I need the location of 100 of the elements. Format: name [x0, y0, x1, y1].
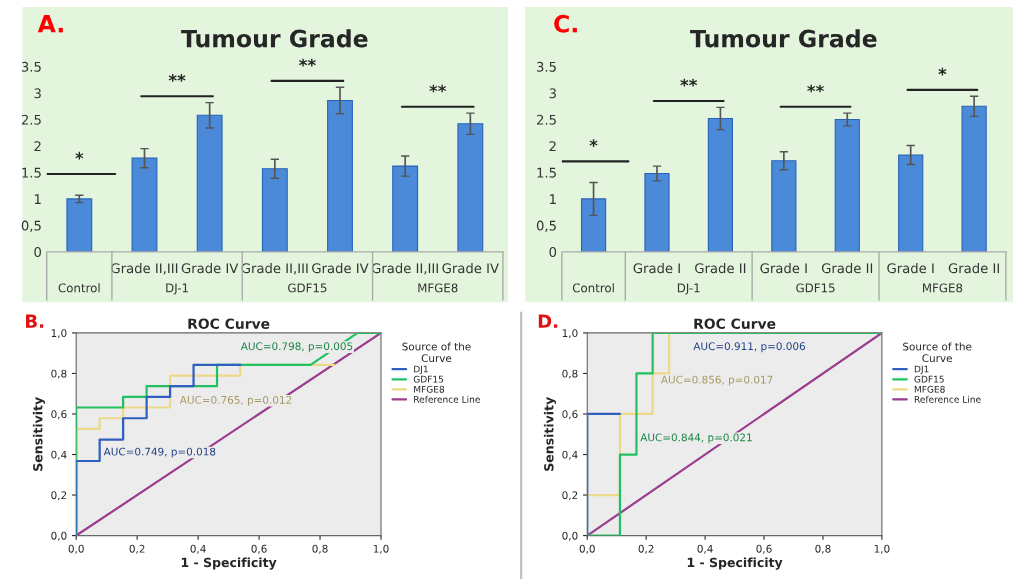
legend-label: DJ1 — [414, 365, 428, 375]
line-series — [587, 332, 882, 536]
legend-label: DJ1 — [914, 365, 929, 375]
x-axis-title: 1 - Specificity — [181, 557, 277, 570]
chart-title: ROC Curve — [694, 318, 776, 329]
y-tick-label: 1.5 — [22, 167, 41, 178]
y-tick-label: 2.5 — [21, 114, 41, 125]
annotation: AUC=0.911, p=0.006 — [693, 342, 806, 353]
chart-title: Tumour Grade — [181, 29, 368, 48]
y-tick-label: 0,8 — [562, 369, 578, 379]
bar — [961, 105, 987, 252]
bar — [131, 157, 158, 252]
x-tick-label: Grade II,III — [241, 262, 308, 275]
x-tick-label: 0,2 — [129, 544, 145, 554]
y-axis-title: Sensitivity — [32, 397, 46, 471]
y-tick-label: 2 — [34, 141, 41, 151]
bar — [66, 198, 93, 252]
x-axis-title: 1 - Specificity — [687, 557, 783, 570]
x-tick-label: Grade II — [948, 262, 999, 274]
x-tick-label: Grade I — [633, 262, 680, 274]
bar — [261, 168, 288, 252]
y-tick-label: 2 — [549, 141, 556, 151]
text: B. — [26, 314, 44, 328]
y-tick-label: 1 — [550, 194, 556, 204]
x-tick-label: Grade I — [760, 262, 807, 274]
y-tick-label: 0 — [549, 247, 557, 258]
annotation: * — [589, 139, 598, 147]
x-tick-label: 0,2 — [638, 544, 654, 554]
y-tick-label: 1,0 — [51, 329, 67, 339]
y-tick-label: 3.5 — [537, 61, 556, 72]
bar — [457, 123, 484, 252]
y-tick-label: 0,5 — [21, 220, 41, 232]
bar — [580, 198, 607, 252]
text: GDF15 — [288, 283, 327, 293]
x-tick-label: 0,0 — [68, 544, 84, 554]
y-tick-label: 0,2 — [51, 491, 67, 501]
annotation: ** — [168, 74, 186, 82]
bar — [898, 154, 924, 252]
y-tick-label: 2.5 — [536, 114, 556, 125]
legend-title: Source of the Curve — [903, 342, 972, 363]
text: MFGE8 — [418, 283, 458, 293]
x-tick-label: Grade II,III — [111, 262, 178, 275]
legend-label: GDF15 — [914, 375, 944, 383]
annotation: ** — [807, 84, 824, 93]
bar — [196, 114, 223, 252]
text: Control — [572, 283, 614, 293]
x-tick-label: Grade II,III — [371, 262, 438, 275]
text: Control — [58, 283, 100, 293]
text: C. — [554, 14, 577, 33]
annotation: * — [938, 67, 947, 76]
y-tick-label: 0,6 — [51, 410, 67, 420]
y-tick-label: 0 — [34, 247, 41, 258]
text: A. — [37, 15, 63, 33]
y-tick-label: 0,0 — [562, 531, 578, 541]
y-tick-label: 1,0 — [562, 329, 578, 339]
chart-title: Tumour Grade — [690, 29, 877, 48]
bar — [392, 165, 419, 252]
x-tick-label: Grade IV — [181, 262, 239, 274]
x-tick-label: 0,6 — [756, 544, 772, 554]
bar — [327, 99, 353, 252]
y-tick-label: 3.5 — [21, 61, 41, 72]
y-tick-label: 1 — [34, 194, 41, 204]
annotation: * — [75, 151, 84, 160]
annotation: AUC=0.844, p=0.021 — [640, 433, 752, 444]
text: D. — [538, 314, 558, 328]
y-axis-title: Sensitivity — [543, 397, 557, 471]
bar — [771, 160, 797, 252]
y-tick-label: 0,6 — [562, 410, 578, 420]
legend-label: Reference Line — [414, 395, 480, 403]
x-tick-label: Grade I — [887, 262, 934, 274]
x-tick-label: 1,0 — [373, 544, 389, 554]
x-tick-label: 0,6 — [251, 544, 267, 554]
x-tick-label: 0,0 — [579, 544, 595, 554]
legend-label: MFGE8 — [414, 385, 445, 393]
annotation: AUC=0.765, p=0.012 — [179, 395, 292, 406]
legend-title: Source of the Curve — [402, 342, 471, 363]
x-tick-label: 0,8 — [815, 544, 831, 554]
chart-title: ROC Curve — [188, 318, 270, 329]
legend-label: Reference Line — [914, 395, 981, 403]
annotation: AUC=0.749, p=0.018 — [103, 447, 216, 458]
y-tick-label: 1.5 — [537, 167, 556, 178]
text: DJ-1 — [677, 283, 700, 295]
y-tick-label: 0,0 — [51, 531, 67, 541]
line-series — [76, 332, 381, 536]
y-tick-label: 0,8 — [51, 369, 67, 379]
x-tick-label: Grade IV — [442, 262, 499, 274]
x-tick-label: 0,8 — [312, 544, 328, 554]
x-tick-label: 0,4 — [190, 544, 206, 554]
y-tick-label: 0,2 — [562, 491, 578, 501]
legend-label: GDF15 — [413, 375, 444, 383]
annotation: ** — [680, 78, 698, 87]
annotation: AUC=0.798, p=0.005 — [240, 342, 353, 353]
y-tick-label: 0,4 — [562, 450, 578, 460]
text: MFGE8 — [923, 283, 963, 293]
y-tick-label: 0,5 — [536, 220, 556, 232]
annotation: ** — [429, 84, 447, 93]
y-tick-label: 0,4 — [51, 450, 67, 460]
bar — [834, 118, 860, 252]
text: GDF15 — [796, 283, 835, 293]
x-tick-label: 1,0 — [874, 544, 890, 554]
